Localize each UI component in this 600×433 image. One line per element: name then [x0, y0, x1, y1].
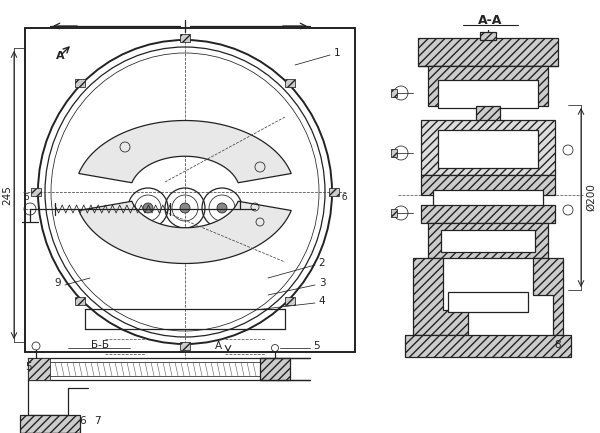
Bar: [329, 188, 339, 196]
Polygon shape: [79, 201, 291, 264]
Text: 3: 3: [319, 278, 325, 288]
Bar: [476, 106, 500, 191]
Text: 245: 245: [2, 185, 12, 205]
Bar: [260, 358, 290, 380]
Text: 7: 7: [94, 416, 100, 426]
Bar: [74, 79, 85, 87]
Bar: [448, 292, 528, 312]
Text: 8: 8: [554, 340, 562, 350]
Bar: [405, 335, 571, 357]
Polygon shape: [79, 120, 291, 183]
Text: 1: 1: [334, 48, 340, 58]
Text: A: A: [214, 341, 221, 351]
Text: Б-Б: Б-Б: [91, 340, 109, 350]
Bar: [180, 342, 190, 350]
Bar: [20, 415, 80, 433]
Bar: [418, 38, 558, 66]
Bar: [286, 297, 295, 305]
Circle shape: [143, 203, 153, 213]
Bar: [438, 80, 538, 108]
Text: б: б: [341, 193, 347, 201]
Bar: [286, 79, 295, 87]
Circle shape: [217, 203, 227, 213]
Text: A: A: [56, 51, 65, 61]
Bar: [428, 223, 548, 258]
Text: б: б: [23, 193, 29, 201]
Bar: [180, 34, 190, 42]
Polygon shape: [533, 258, 563, 335]
Text: 4: 4: [319, 296, 325, 306]
Text: 5: 5: [313, 341, 319, 351]
Bar: [441, 230, 535, 252]
Bar: [391, 209, 397, 217]
Text: 9: 9: [55, 278, 61, 288]
Bar: [428, 66, 548, 106]
Bar: [391, 149, 397, 157]
Bar: [28, 358, 50, 380]
Bar: [421, 175, 555, 195]
Bar: [31, 188, 41, 196]
Bar: [421, 120, 555, 175]
Bar: [438, 130, 538, 168]
Polygon shape: [413, 258, 468, 335]
Text: 6: 6: [80, 416, 86, 426]
Bar: [74, 297, 85, 305]
Text: 5: 5: [25, 362, 31, 372]
Circle shape: [180, 203, 190, 213]
Bar: [391, 89, 397, 97]
Bar: [421, 205, 555, 223]
Text: 2: 2: [319, 258, 325, 268]
Bar: [480, 32, 496, 40]
Text: A-A: A-A: [478, 13, 502, 26]
Bar: [433, 190, 543, 210]
Text: Ø200: Ø200: [586, 183, 596, 211]
